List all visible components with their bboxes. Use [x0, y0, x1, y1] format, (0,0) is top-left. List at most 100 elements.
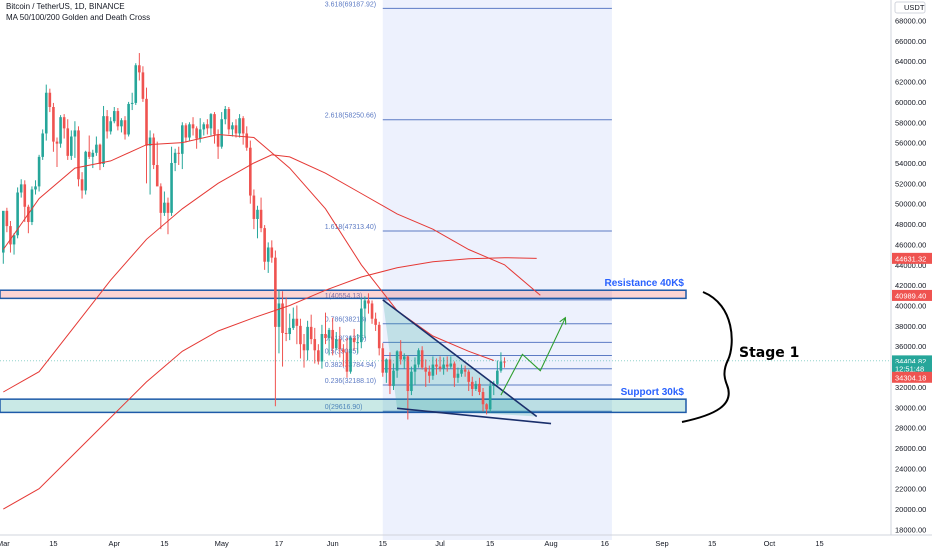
candle-body — [338, 339, 342, 350]
candle — [374, 312, 377, 331]
candle — [87, 135, 91, 159]
wedge-lower-line — [397, 407, 552, 425]
candle — [249, 140, 252, 204]
candle — [123, 116, 127, 140]
candle-body — [181, 125, 184, 154]
candle-body — [16, 192, 19, 236]
candle — [324, 312, 327, 345]
y-tick-label: 64000.00 — [895, 57, 926, 66]
candle — [41, 129, 44, 160]
fib-level-label: 3.618(69187.92) — [325, 1, 376, 8]
candle-body — [360, 308, 363, 343]
candle-body — [259, 209, 263, 229]
candle-body — [349, 338, 352, 372]
y-tick-label: 50000.00 — [895, 200, 926, 209]
candle-body — [435, 364, 438, 367]
candle-body — [428, 371, 431, 376]
y-tick-label: 58000.00 — [895, 118, 926, 127]
candle — [48, 88, 52, 113]
candle-body — [460, 369, 463, 374]
candle-body — [270, 247, 274, 258]
projection-arrow — [500, 317, 566, 396]
candle — [270, 240, 274, 263]
candle — [352, 328, 356, 351]
resistance-zone — [0, 289, 687, 300]
candle-body — [48, 92, 52, 107]
candle — [44, 84, 48, 141]
candle-body — [134, 65, 138, 103]
candle — [220, 112, 223, 149]
candle-body — [295, 318, 299, 326]
resistance-label: Resistance 40K$ — [605, 278, 685, 289]
candle-body — [130, 102, 134, 104]
candle — [84, 150, 87, 195]
candle — [356, 334, 360, 354]
candle — [195, 126, 198, 149]
candle — [467, 369, 470, 392]
candle-body — [19, 184, 23, 193]
candle — [367, 293, 370, 314]
candle — [317, 344, 320, 365]
candle — [209, 113, 213, 136]
candle-body — [453, 363, 456, 378]
candle — [62, 114, 66, 139]
candle — [470, 376, 474, 397]
candle-body — [302, 344, 306, 351]
candle — [449, 356, 453, 369]
x-tick-label: Sep — [655, 539, 668, 548]
y-tick-label: 62000.00 — [895, 78, 926, 87]
candle-body — [198, 129, 202, 139]
candle-body — [138, 65, 141, 73]
candle-body — [499, 361, 503, 371]
candle-body — [84, 151, 87, 191]
candle — [141, 66, 145, 102]
candle-body — [381, 348, 385, 373]
candle-body — [424, 367, 428, 372]
candle — [424, 359, 428, 387]
candle — [399, 340, 402, 365]
candle-body — [127, 103, 130, 135]
candle-body — [449, 363, 453, 367]
candle-body — [109, 121, 112, 132]
candle — [360, 297, 363, 349]
candle-body — [395, 351, 399, 371]
fib-extension-zone — [382, 0, 612, 540]
candle — [37, 154, 41, 192]
candle-body — [488, 385, 492, 410]
candle-body — [62, 117, 66, 129]
x-tick-label: Jul — [435, 539, 445, 548]
projection-arrowhead — [559, 316, 567, 325]
candle — [327, 327, 331, 356]
y-tick-label: 20000.00 — [895, 505, 926, 514]
candle-body — [327, 329, 331, 339]
x-tick-label: 17 — [275, 539, 283, 548]
candle-body — [23, 184, 27, 207]
candle-body — [202, 124, 206, 130]
candle-body — [345, 352, 349, 372]
candle — [245, 126, 249, 151]
candle-body — [284, 332, 288, 335]
currency-box — [894, 1, 926, 14]
candle-body — [313, 339, 317, 351]
candle — [130, 92, 134, 111]
candle-body — [98, 144, 102, 164]
x-tick-label: Apr — [108, 539, 120, 548]
x-tick-label: Aug — [544, 539, 557, 548]
fib-level-label: 0.618(36375) — [325, 335, 367, 342]
candle — [345, 338, 349, 378]
candle-body — [220, 119, 223, 147]
y-tick-label: 36000.00 — [895, 342, 926, 351]
candle — [105, 110, 109, 139]
candle — [381, 343, 385, 377]
candle — [227, 106, 231, 135]
candle-body — [41, 133, 44, 157]
candle — [456, 367, 460, 383]
candle-body — [238, 118, 241, 134]
candle — [463, 365, 467, 377]
candle-body — [277, 303, 281, 327]
candle — [295, 305, 299, 345]
candle-body — [431, 364, 435, 376]
candle — [302, 334, 306, 368]
y-tick-label: 32000.00 — [895, 383, 926, 392]
